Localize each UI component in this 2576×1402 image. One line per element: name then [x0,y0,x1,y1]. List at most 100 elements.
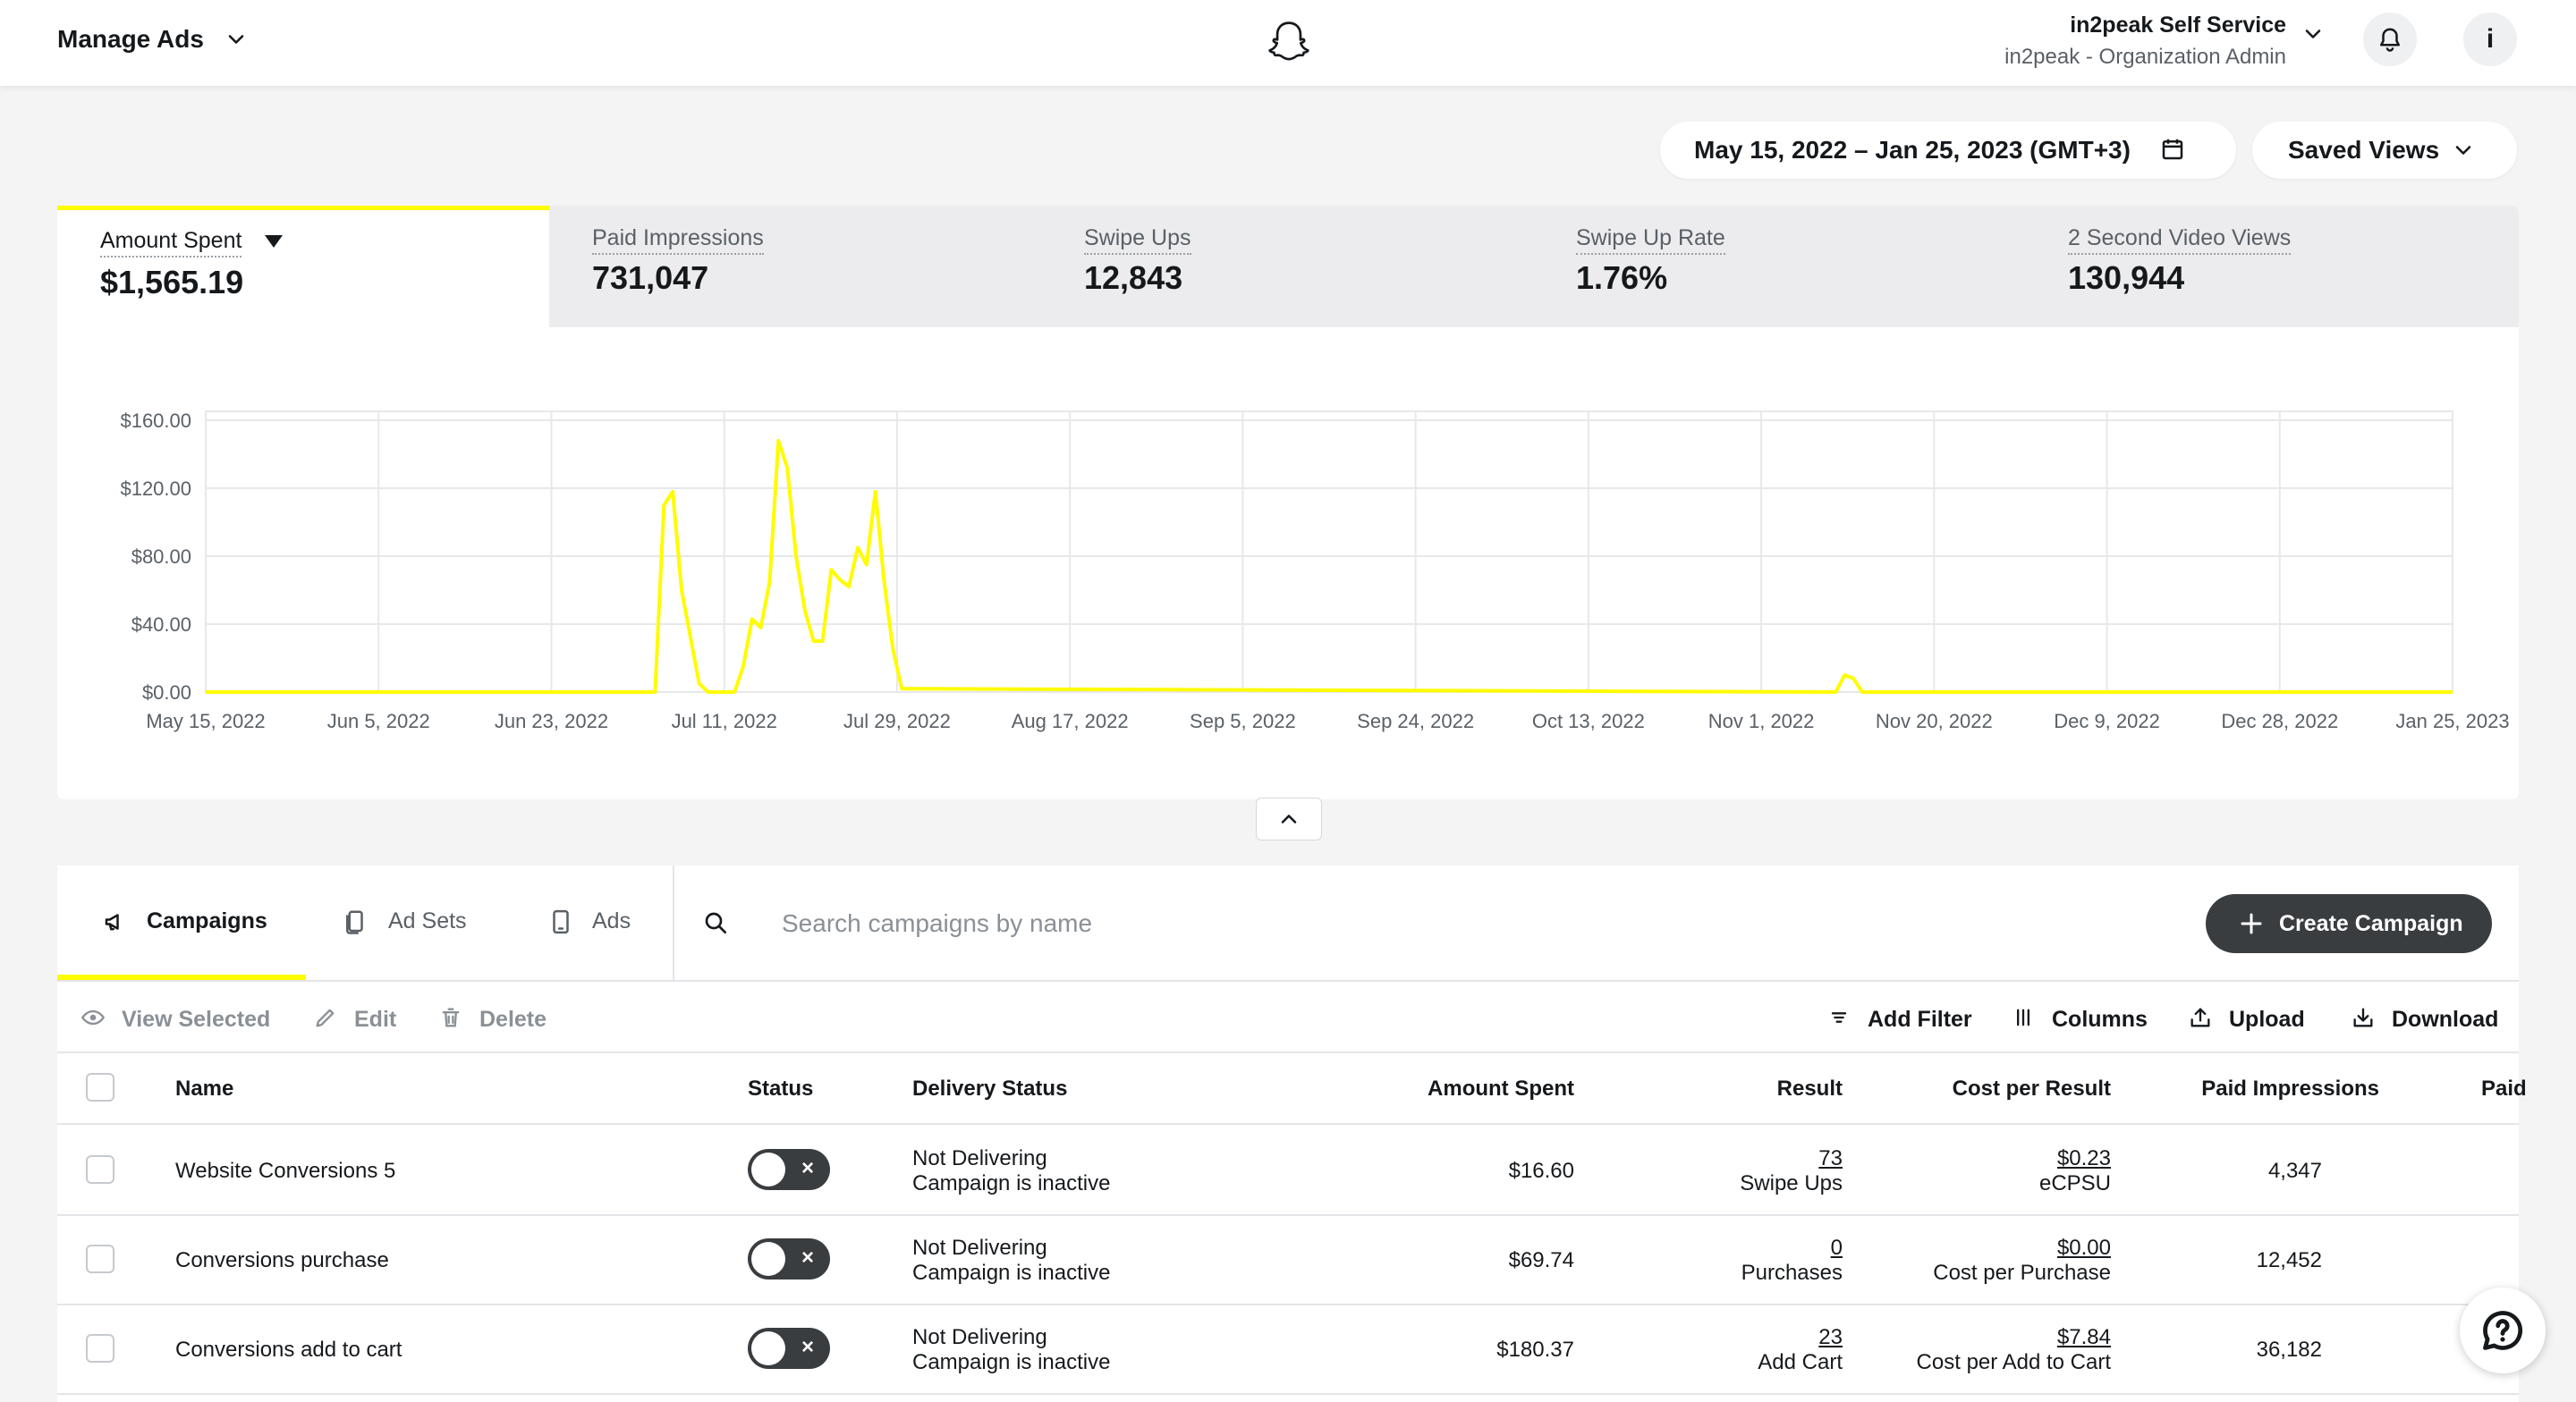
caret-down-icon[interactable] [265,235,283,248]
column-header-amount-spent[interactable]: Amount Spent [1428,1077,1574,1101]
chart-card: Amount Spent $1,565.19 Paid Impressions … [57,206,2519,799]
delivery-status: Not Delivering [912,1325,1047,1349]
campaign-name[interactable]: Conversions add to cart [175,1338,402,1362]
download-button[interactable]: Download [2351,1003,2503,1034]
ghost-logo-icon[interactable] [1265,18,1313,66]
y-tick-label: $40.00 [131,613,191,636]
view-selected-button[interactable]: View Selected [80,1003,331,1034]
column-header-delivery[interactable]: Delivery Status [912,1077,1068,1101]
x-tick-label: Oct 13, 2022 [1532,710,1645,732]
delivery-status-detail: Campaign is inactive [912,1171,1111,1195]
help-button[interactable] [2460,1288,2546,1373]
metric-value: $1,565.19 [100,264,244,300]
manage-ads-menu[interactable]: Manage Ads [57,25,204,53]
amount-spent: $69.74 [1508,1248,1574,1272]
add-filter-button[interactable]: Add Filter [1826,1003,1979,1034]
eye-icon [80,1009,106,1026]
info-button[interactable]: i [2463,13,2517,66]
plus-icon [2241,913,2262,934]
action-label: Download [2392,1007,2499,1032]
result-value[interactable]: 73 [1818,1146,1843,1170]
create-campaign-button[interactable]: Create Campaign [2206,894,2492,953]
status-toggle[interactable]: × [748,1149,830,1190]
action-label: Add Filter [1868,1007,1972,1032]
column-header-paid[interactable]: Paid [2481,1077,2527,1101]
saved-views-dropdown[interactable]: Saved Views [2252,122,2517,179]
column-header-cost-per-result[interactable]: Cost per Result [1952,1077,2111,1101]
row-checkbox[interactable] [86,1334,114,1363]
delete-button[interactable]: Delete [438,1003,555,1034]
y-tick-label: $0.00 [142,681,191,704]
result-value[interactable]: 0 [1830,1236,1843,1260]
toggle-knob [751,1153,785,1187]
column-header-name[interactable]: Name [175,1077,234,1101]
search-input[interactable] [780,898,1589,950]
chevron-up-icon [1281,815,1297,823]
status-toggle[interactable]: × [748,1238,830,1280]
megaphone-icon [105,914,119,931]
campaigns-table-card: Campaigns Ad Sets Ads Create Campaign [57,866,2527,1402]
metric-amount-spent[interactable]: Amount Spent $1,565.19 [57,206,549,327]
column-header-status[interactable]: Status [748,1077,814,1101]
table-row[interactable]: Website Conversions 5 × Not Delivering C… [57,1125,2519,1216]
column-header-paid-impressions[interactable]: Paid Impressions [2201,1077,2379,1101]
row-checkbox[interactable] [86,1245,114,1273]
account-role: in2peak - Organization Admin [2004,45,2286,69]
x-tick-label: Jan 25, 2023 [2395,710,2509,732]
action-label: Edit [354,1007,397,1032]
x-tick-label: Aug 17, 2022 [1012,710,1129,732]
metric-value: 130,944 [2068,259,2185,296]
x-tick-label: Sep 5, 2022 [1190,710,1296,732]
status-toggle[interactable]: × [748,1328,830,1369]
metric-paid-impressions[interactable]: Paid Impressions 731,047 [549,206,1041,327]
metric-video-views[interactable]: 2 Second Video Views 130,944 [2025,206,2517,327]
pencil-icon [316,1009,335,1027]
chevron-down-icon [2455,146,2471,155]
phone-icon [553,909,569,934]
metric-swipe-ups[interactable]: Swipe Ups 12,843 [1041,206,1533,327]
campaign-name[interactable]: Conversions purchase [175,1248,389,1272]
metric-label: Paid Impressions [592,225,764,255]
tab-campaigns[interactable]: Campaigns [57,866,306,980]
chevron-down-icon[interactable] [224,27,249,52]
column-header-result[interactable]: Result [1776,1077,1843,1101]
cost-per-result[interactable]: $0.23 [2056,1146,2111,1170]
plot-frame [205,410,2453,693]
tab-label: Campaigns [147,908,267,933]
date-range-picker[interactable]: May 15, 2022 – Jan 25, 2023 (GMT+3) [1660,122,2236,179]
result-value[interactable]: 23 [1818,1325,1843,1349]
x-tick-label: Nov 20, 2022 [1876,710,1993,732]
tab-label: Ad Sets [388,908,467,933]
table-row[interactable]: Conversions purchase × Not Delivering Ca… [57,1214,2519,1305]
y-tick-label: $120.00 [120,477,191,500]
action-label: Delete [479,1007,547,1032]
delivery-status-detail: Campaign is inactive [912,1350,1111,1374]
campaign-name[interactable]: Website Conversions 5 [175,1159,396,1183]
metric-value: 731,047 [592,259,709,296]
collapse-chart-button[interactable] [1256,798,1322,840]
x-tick-label: Jul 11, 2022 [672,710,777,732]
tab-ads[interactable]: Ads [547,866,655,980]
columns-button[interactable]: Columns [2011,1003,2154,1034]
upload-button[interactable]: Upload [2188,1003,2313,1034]
date-range-label: May 15, 2022 – Jan 25, 2023 (GMT+3) [1694,136,2131,164]
select-all-checkbox[interactable] [86,1073,114,1102]
cost-per-result[interactable]: $0.00 [2056,1236,2111,1260]
paid-impressions: 4,347 [2267,1159,2322,1183]
account-name[interactable]: in2peak Self Service [2070,13,2286,38]
row-checkbox[interactable] [86,1155,114,1184]
chevron-down-icon[interactable] [2301,21,2326,46]
tab-ad-sets[interactable]: Ad Sets [342,866,485,980]
result-type: Purchases [1741,1261,1843,1285]
metric-label: 2 Second Video Views [2068,225,2292,255]
metric-label: Amount Spent [100,228,242,258]
notifications-button[interactable] [2363,13,2417,66]
metric-label: Swipe Ups [1084,225,1191,255]
paid-impressions: 12,452 [2256,1248,2322,1272]
calendar-icon [2162,139,2183,160]
edit-button[interactable]: Edit [313,1003,411,1034]
metric-swipe-up-rate[interactable]: Swipe Up Rate 1.76% [1533,206,2025,327]
table-row[interactable]: Conversions add to cart × Not Delivering… [57,1304,2519,1395]
cost-per-result[interactable]: $7.84 [2056,1325,2111,1349]
metrics-strip: Amount Spent $1,565.19 Paid Impressions … [57,206,2519,327]
